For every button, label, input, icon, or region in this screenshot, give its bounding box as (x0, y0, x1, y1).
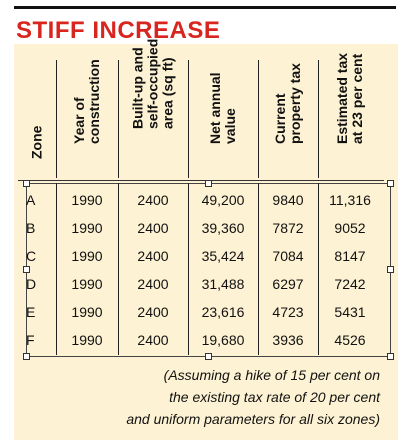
table-row: B 1990 2400 39,360 7872 9052 (18, 214, 382, 242)
table-row: F 1990 2400 19,680 3936 4526 (18, 326, 382, 354)
header-label-year: Year of construction (71, 59, 102, 144)
table-row: C 1990 2400 35,424 7084 8147 (18, 242, 382, 270)
table-header: Zone Year of construction Built-up and s… (18, 39, 382, 178)
header-label-net-annual: Net annual value (207, 72, 238, 144)
header-label-estimated-tax: Estimated tax at 23 per cent (334, 52, 365, 144)
current-tax-cell: 7872 (272, 220, 304, 236)
net-annual-cell: 49,200 (201, 192, 245, 208)
table-panel (14, 44, 398, 440)
table-row: E 1990 2400 23,616 4723 5431 (18, 298, 382, 326)
page-title: STIFF INCREASE (16, 17, 221, 44)
resize-handle-top[interactable] (205, 180, 212, 187)
zone-cell: D (26, 276, 37, 292)
title-bar: STIFF INCREASE (14, 6, 396, 47)
resize-handle-bottom[interactable] (205, 353, 212, 360)
current-tax-cell: 6297 (272, 276, 304, 292)
column-divider (56, 183, 57, 355)
area-cell: 2400 (137, 332, 169, 348)
estimated-tax-cell: 11,316 (329, 192, 371, 208)
net-annual-cell: 39,360 (201, 220, 245, 236)
net-annual-cell: 23,616 (201, 304, 245, 320)
resize-handle-left[interactable] (23, 266, 30, 273)
net-annual-cell: 31,488 (201, 276, 245, 292)
resize-handle-top-right[interactable] (387, 180, 394, 187)
resize-handle-bottom-left[interactable] (23, 353, 30, 360)
zone-cell: F (26, 332, 35, 348)
estimated-tax-cell: 4526 (334, 332, 366, 348)
footnote-line: the existing tax rate of 20 per cent (169, 389, 380, 405)
table-row: A 1990 2400 49,200 9840 11,316 (18, 186, 382, 214)
header-cell-net-annual: Net annual value (188, 60, 259, 178)
estimated-tax-cell: 5431 (334, 304, 366, 320)
header-label-current-tax: Current property tax (272, 63, 303, 144)
current-tax-cell: 9840 (272, 192, 304, 208)
column-divider (258, 183, 259, 355)
zone-cell: B (26, 220, 36, 236)
estimated-tax-cell: 9052 (334, 220, 366, 236)
zone-cell: E (26, 304, 36, 320)
year-cell: 1990 (71, 276, 103, 292)
year-cell: 1990 (71, 192, 103, 208)
header-cell-current-tax: Current property tax (258, 60, 319, 178)
net-annual-cell: 35,424 (201, 248, 245, 264)
zone-cell: A (26, 192, 36, 208)
current-tax-cell: 4723 (272, 304, 304, 320)
year-cell: 1990 (71, 248, 103, 264)
header-label-zone: Zone (28, 125, 45, 159)
header-cell-estimated-tax: Estimated tax at 23 per cent (318, 53, 382, 178)
header-label-area: Built-up and self-occupied area (sq ft) (129, 38, 176, 129)
table-row: D 1990 2400 31,488 6297 7242 (18, 270, 382, 298)
column-divider (118, 183, 119, 355)
resize-handle-right[interactable] (387, 266, 394, 273)
zone-cell: C (26, 248, 37, 264)
header-separator (18, 180, 384, 181)
footnote-line: and uniform parameters for all six zones… (126, 411, 380, 427)
estimated-tax-cell: 7242 (334, 276, 366, 292)
header-cell-area: Built-up and self-occupied area (sq ft) (118, 39, 189, 178)
area-cell: 2400 (137, 304, 169, 320)
current-tax-cell: 7084 (272, 248, 304, 264)
area-cell: 2400 (137, 220, 169, 236)
column-divider (188, 183, 189, 355)
selection-frame[interactable] (23, 180, 394, 360)
estimated-tax-cell: 8147 (334, 248, 366, 264)
resize-handle-top-left[interactable] (23, 180, 30, 187)
header-cell-year: Year of construction (56, 59, 119, 178)
column-divider (318, 183, 319, 355)
year-cell: 1990 (71, 332, 103, 348)
year-cell: 1990 (71, 220, 103, 236)
footnote: (Assuming a hike of 15 per cent on the e… (60, 364, 380, 430)
header-cell-zone: Zone (18, 60, 57, 178)
area-cell: 2400 (137, 276, 169, 292)
area-cell: 2400 (137, 248, 169, 264)
year-cell: 1990 (71, 304, 103, 320)
current-tax-cell: 3936 (272, 332, 304, 348)
net-annual-cell: 19,680 (201, 332, 245, 348)
resize-handle-bottom-right[interactable] (387, 353, 394, 360)
footnote-line: (Assuming a hike of 15 per cent on (163, 367, 380, 383)
area-cell: 2400 (137, 192, 169, 208)
